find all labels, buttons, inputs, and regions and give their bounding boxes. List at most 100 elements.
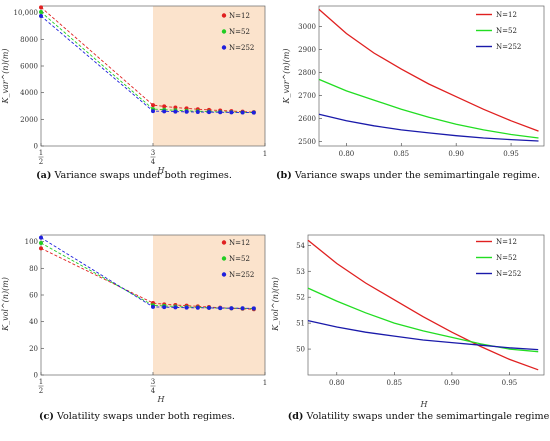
- x-tick-label-a: 4: [151, 158, 156, 166]
- data-point-a-2: [218, 110, 223, 115]
- y-tick-label-c: 20: [29, 345, 38, 353]
- data-point-c-2: [195, 305, 200, 310]
- data-point-c-2: [207, 305, 211, 310]
- data-point-a-2: [207, 110, 211, 115]
- y-tick-label-c: 60: [29, 292, 38, 300]
- legend-marker-c-0: [221, 240, 227, 245]
- y-tick-label-b: 3000: [298, 23, 316, 31]
- caption-a: (a) Variance swaps under both regimes.: [36, 170, 232, 181]
- legend-label-c-2: N=252: [229, 271, 254, 279]
- x-tick-label-d: 0.90: [444, 379, 460, 387]
- shaded-region-a: [153, 6, 265, 146]
- legend-label-b-1: N=52: [496, 27, 517, 35]
- data-point-a-2: [229, 110, 234, 115]
- y-tick-label-c: 100: [25, 238, 38, 246]
- y-tick-label-a: 10,000: [14, 9, 39, 17]
- plot-frame-b: [318, 5, 545, 147]
- y-tick-label-c: 0: [34, 372, 38, 380]
- y-tick-label-b: 2700: [298, 92, 316, 100]
- x-axis-label-c: H: [157, 395, 166, 404]
- data-point-a-2: [251, 110, 256, 115]
- legend-label-a-1: N=52: [229, 28, 250, 36]
- chart-d: 50 51 52 53 54 0.80 0.85 0.90 0.95 H K_vol^(n)(m) N…: [271, 234, 550, 422]
- data-point-c-2: [173, 305, 178, 310]
- y-tick-label-d: 53: [296, 268, 305, 276]
- caption-d: (d) Volatility swaps under the semimarti…: [288, 411, 550, 422]
- data-point-c-1: [39, 241, 43, 245]
- y-tick-label-a: 6000: [20, 63, 38, 71]
- legend-marker-a-1: [221, 29, 227, 34]
- y-tick-label-d: 51: [296, 320, 305, 328]
- x-tick-label-d: 0.95: [502, 379, 518, 387]
- x-tick-label-d: 0.80: [329, 379, 345, 387]
- y-tick-label-c: 40: [29, 318, 38, 326]
- series-line-a-1: [40, 11, 254, 113]
- caption-text-a: Variance swaps under both regimes.: [51, 170, 231, 181]
- y-axis-label-b: K_var^(n)(m): [282, 48, 291, 104]
- y-axis-label-c: K_vol^(n)(m): [1, 277, 10, 332]
- series-line-b-0: [318, 8, 539, 132]
- data-point-c-2: [251, 306, 256, 311]
- x-tick-label-a: 2: [39, 158, 43, 166]
- legend-label-b-2: N=252: [496, 43, 521, 51]
- caption-text-c: Volatility swaps under both regimes.: [54, 411, 235, 422]
- data-point-a-2: [173, 109, 178, 114]
- data-point-a-2: [39, 14, 43, 18]
- legend-label-d-0: N=12: [496, 238, 517, 246]
- y-tick-label-a: 4000: [20, 89, 38, 97]
- legend-marker-a-2: [221, 45, 227, 50]
- caption-text-d: Volatility swaps under the semimartingal…: [303, 411, 550, 422]
- caption-tag-a: (a): [36, 170, 51, 181]
- data-point-a-0: [173, 105, 178, 110]
- x-tick-label-b: 0.95: [503, 150, 519, 158]
- y-tick-label-b: 2800: [298, 69, 316, 77]
- chart-b: 2500 2600 2700 2800 2900 3000 0.80 0.85 0.90 0.95…: [276, 5, 545, 181]
- caption-text-b: Variance swaps under the semimartingale …: [292, 170, 540, 181]
- x-tick-label-a: 1: [39, 149, 43, 157]
- x-tick-label-c: 4: [151, 387, 156, 395]
- x-axis-label-d: H: [420, 400, 429, 409]
- series-line-a-0: [40, 6, 254, 113]
- data-point-a-2: [151, 109, 155, 114]
- y-tick-label-d: 52: [296, 294, 305, 302]
- data-point-c-2: [162, 305, 167, 310]
- data-point-c-2: [240, 306, 245, 311]
- data-point-c-2: [184, 305, 189, 310]
- caption-c: (c) Volatility swaps under both regimes.: [39, 411, 235, 422]
- y-axis-label-a: K_var^(n)(m): [1, 48, 10, 104]
- x-tick-label-b: 0.85: [394, 150, 410, 158]
- data-point-c-2: [39, 235, 43, 240]
- series-line-d-1: [307, 287, 539, 353]
- data-point-c-2: [229, 306, 234, 311]
- legend-label-c-1: N=52: [229, 255, 250, 263]
- x-tick-label-a: 3: [151, 149, 155, 157]
- caption-b: (b) Variance swaps under the semimarting…: [276, 170, 540, 181]
- plot-frame-d: [307, 234, 545, 376]
- y-tick-label-a: 2000: [20, 116, 38, 124]
- x-tick-label-c: 1: [39, 378, 43, 386]
- y-tick-label-c: 80: [29, 265, 38, 273]
- legend-marker-c-1: [221, 256, 227, 261]
- x-tick-label-b: 0.90: [448, 150, 464, 158]
- legend-label-c-0: N=12: [229, 239, 250, 247]
- series-line-c-1: [40, 242, 254, 309]
- data-point-a-1: [39, 10, 43, 14]
- y-axis-label-d: K_vol^(n)(m): [271, 277, 280, 332]
- data-point-a-0: [39, 5, 43, 10]
- x-axis-label-a: H: [157, 166, 166, 175]
- data-point-c-2: [151, 304, 155, 309]
- chart-c: 02040608010012341HK_vol^(n)(m)N=12N=52N=…: [1, 234, 267, 422]
- x-tick-label-a: 1: [263, 150, 267, 158]
- data-point-a-0: [151, 103, 155, 108]
- data-point-c-0: [39, 246, 43, 251]
- y-tick-label-a: 8000: [20, 36, 38, 44]
- y-tick-label-b: 2500: [298, 138, 316, 146]
- legend-label-b-0: N=12: [496, 11, 517, 19]
- y-tick-label-b: 2600: [298, 115, 316, 123]
- data-point-a-2: [162, 109, 167, 114]
- y-tick-label-b: 2900: [298, 46, 316, 54]
- chart-a: 0200040006000800010,00012341HK_var^(n)(m…: [1, 5, 267, 181]
- y-tick-label-d: 50: [296, 346, 305, 354]
- x-tick-label-c: 1: [263, 379, 267, 387]
